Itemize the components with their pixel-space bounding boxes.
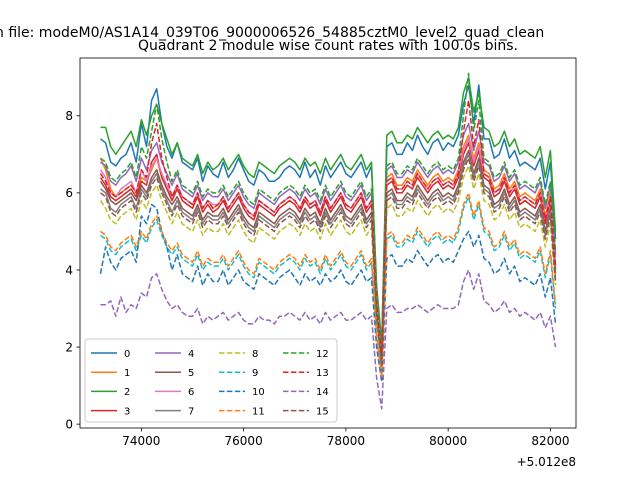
x-tick-label: 76000 xyxy=(225,434,263,448)
series-line-15 xyxy=(100,157,557,368)
y-tick-label: 0 xyxy=(65,417,73,431)
x-tick-label: 74000 xyxy=(122,434,160,448)
plot-frame xyxy=(79,57,577,429)
x-tick-label: 80000 xyxy=(429,434,467,448)
y-tick-label: 8 xyxy=(65,109,73,123)
legend-label-11: 11 xyxy=(252,406,265,417)
legend-label-6: 6 xyxy=(188,387,194,398)
figure-suptitle: n file: modeM0/AS1A14_039T06_9000006526_… xyxy=(0,25,544,41)
series-line-11 xyxy=(100,192,557,379)
legend-label-7: 7 xyxy=(188,406,194,417)
legend-label-2: 2 xyxy=(124,387,130,398)
legend-label-13: 13 xyxy=(316,368,329,379)
legend-label-10: 10 xyxy=(252,387,265,398)
legend-label-4: 4 xyxy=(188,349,194,360)
legend-label-15: 15 xyxy=(316,406,329,417)
series-line-8 xyxy=(99,165,557,371)
legend-label-1: 1 xyxy=(124,368,130,379)
legend-box xyxy=(84,338,338,423)
series-line-9 xyxy=(100,196,557,379)
x-tick-label: 82000 xyxy=(531,434,569,448)
plot-area xyxy=(79,57,577,429)
legend-label-12: 12 xyxy=(316,349,329,360)
legend-label-5: 5 xyxy=(188,368,194,379)
y-tick-label: 6 xyxy=(65,186,73,200)
legend-label-14: 14 xyxy=(316,387,329,398)
series-line-10 xyxy=(99,203,557,383)
y-tick-label: 4 xyxy=(65,263,73,277)
y-tick-label: 2 xyxy=(65,340,73,354)
legend-label-3: 3 xyxy=(124,406,130,417)
legend-label-8: 8 xyxy=(252,349,258,360)
series-line-2 xyxy=(100,76,557,344)
legend-label-0: 0 xyxy=(124,349,130,360)
legend-label-9: 9 xyxy=(252,368,258,379)
x-axis-offset-label: +5.012e8 xyxy=(517,455,576,469)
series-lines xyxy=(99,72,557,410)
x-axis: 74000 76000 78000 80000 82000 xyxy=(122,428,570,448)
x-tick-label: 78000 xyxy=(327,434,365,448)
chart-title: Quadrant 2 module wise count rates with … xyxy=(138,38,518,54)
y-axis: 0 2 4 6 8 xyxy=(65,109,80,431)
series-line-13 xyxy=(99,99,557,360)
series-line-12 xyxy=(100,72,557,356)
